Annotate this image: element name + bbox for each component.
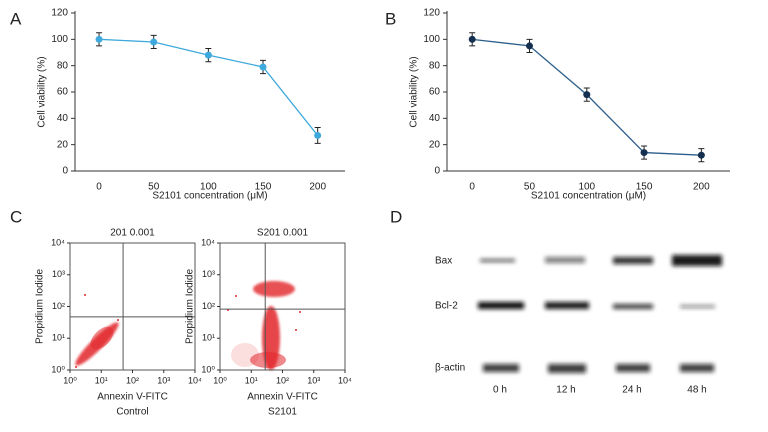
y-tick-label: 10³	[202, 269, 215, 279]
blot-lane-label: 0 h	[493, 385, 507, 396]
x-axis-label: S2101 concentration (μM)	[531, 191, 646, 202]
y-tick-label: 0	[62, 166, 68, 177]
y-axis-label: Cell viability (%)	[37, 56, 48, 127]
x-tick-label: 200	[693, 182, 710, 193]
x-tick-label: 10³	[157, 375, 170, 385]
y-tick-label: 10²	[52, 301, 65, 311]
y-tick-label: 60	[429, 87, 441, 98]
y-tick-label: 10⁴	[51, 237, 65, 247]
data-point	[204, 51, 212, 59]
chart-title: S201 0.001	[257, 228, 309, 239]
blot-bands	[478, 255, 722, 373]
data-point	[525, 42, 533, 50]
x-tick-label: 50	[524, 182, 536, 193]
panel-label: B	[385, 9, 396, 28]
y-tick-label: 120	[51, 8, 68, 19]
x-tick-label: 10²	[126, 375, 139, 385]
y-tick-label: 10¹	[52, 333, 65, 343]
x-tick-label: 10¹	[95, 375, 108, 385]
panel-label: A	[10, 9, 22, 28]
y-tick-label: 10²	[202, 301, 215, 311]
cell-cloud	[75, 281, 301, 370]
chart-title: 201 0.001	[110, 228, 155, 239]
x-tick-label: 10⁰	[63, 375, 77, 385]
x-tick-label: 10⁰	[213, 375, 227, 385]
x-tick-label: 10⁴	[188, 375, 202, 385]
y-axis-label: Propidium Iodide	[185, 269, 196, 344]
x-tick-label: 50	[148, 182, 160, 193]
y-tick-label: 10⁴	[201, 237, 215, 247]
caption: S2101	[268, 407, 297, 418]
data-point	[583, 91, 591, 99]
x-tick-label: 150	[636, 182, 653, 193]
y-tick-label: 120	[423, 8, 440, 19]
x-tick-label: 10⁴	[338, 375, 352, 385]
y-tick-label: 40	[429, 113, 441, 124]
data-point	[314, 131, 322, 139]
y-axis-label: Cell viability (%)	[409, 56, 420, 127]
x-tick-label: 0	[469, 182, 475, 193]
y-tick-label: 80	[57, 60, 69, 71]
blot-row-label: Bcl-2	[435, 301, 458, 312]
data-point	[259, 63, 267, 71]
x-tick-label: 150	[255, 182, 272, 193]
caption: Control	[116, 407, 148, 418]
data-point	[95, 35, 103, 43]
x-axis-label: Annexin V-FITC	[97, 392, 168, 403]
y-tick-label: 10³	[52, 269, 65, 279]
y-axis-label: Propidium Iodide	[35, 269, 46, 344]
data-point	[468, 35, 476, 43]
x-tick-label: 10²	[276, 375, 289, 385]
y-tick-label: 10⁰	[201, 364, 215, 374]
y-tick-label: 80	[429, 60, 441, 71]
y-tick-label: 100	[51, 34, 68, 45]
y-tick-label: 10¹	[202, 333, 215, 343]
panel-label: D	[390, 207, 402, 226]
blot-lane-label: 24 h	[622, 385, 641, 396]
y-tick-label: 60	[57, 87, 69, 98]
data-point	[640, 149, 648, 157]
x-tick-label: 100	[578, 182, 595, 193]
y-tick-label: 40	[57, 113, 69, 124]
y-tick-label: 20	[429, 139, 441, 150]
y-tick-label: 100	[423, 34, 440, 45]
x-tick-label: 0	[96, 182, 102, 193]
data-point	[150, 38, 158, 46]
x-tick-label: 10¹	[245, 375, 258, 385]
x-tick-label: 100	[200, 182, 217, 193]
blot-lane-label: 12 h	[556, 385, 575, 396]
x-axis-label: S2101 concentration (μM)	[152, 191, 267, 202]
blot-lane-label: 48 h	[687, 385, 706, 396]
x-axis-label: Annexin V-FITC	[247, 392, 318, 403]
y-tick-label: 0	[434, 166, 440, 177]
x-tick-label: 10³	[307, 375, 320, 385]
panel-label: C	[10, 207, 22, 226]
y-tick-label: 10⁰	[51, 364, 65, 374]
x-tick-label: 200	[309, 182, 326, 193]
blot-row-label: Bax	[435, 256, 452, 267]
data-point	[697, 151, 705, 159]
blot-row-label: β-actin	[435, 363, 465, 374]
y-tick-label: 20	[57, 139, 69, 150]
